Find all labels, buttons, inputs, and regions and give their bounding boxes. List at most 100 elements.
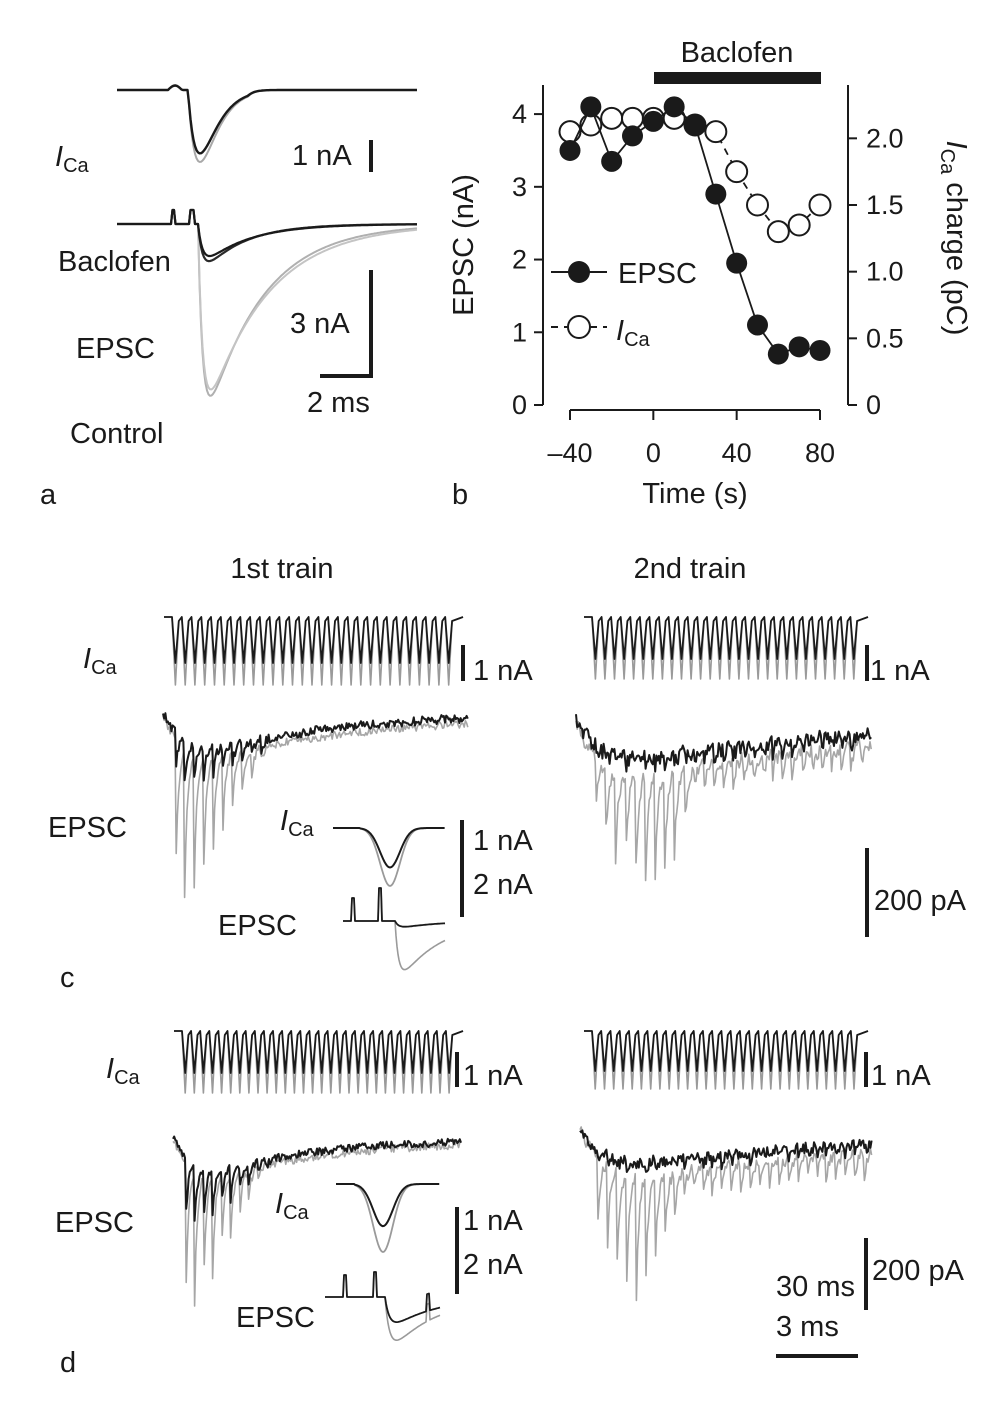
panel-c-letter: c [60, 962, 75, 994]
panel-a-epsc-label: EPSC [76, 333, 155, 365]
panel-d-inset-epsc-label: EPSC [236, 1302, 315, 1334]
panel-d-3ms-scale: 3 ms [776, 1311, 839, 1343]
epsc-point [663, 96, 685, 118]
ica-point [787, 213, 811, 237]
panel-d-pa-scale: 200 pA [872, 1255, 965, 1287]
ica-point [766, 220, 790, 244]
c-inset-epsc-control [343, 887, 446, 971]
panel-c: 1st train 2nd train ICa 1 nA 1 nA EPSC I… [48, 553, 967, 994]
epsc-point [580, 96, 602, 118]
panel-d-inset-scale-2: 2 nA [463, 1249, 523, 1281]
panel-d-letter: d [60, 1347, 76, 1379]
epsc-point [809, 339, 831, 361]
y-left-tick-label: 2 [512, 245, 527, 275]
panel-a-control-label: Control [70, 418, 164, 450]
panel-c-ica-scale-2: 1 nA [870, 655, 930, 687]
epsc-point [767, 343, 789, 365]
panel-b-letter: b [452, 479, 468, 511]
legend-ica-label: ICa [616, 315, 651, 351]
y-right-tick-label: 2.0 [866, 123, 904, 153]
train2-title: 2nd train [634, 553, 747, 585]
x-tick-label: 80 [805, 438, 835, 468]
panel-a-time-scale-label: 2 ms [307, 387, 370, 419]
epsc-point [747, 314, 768, 336]
baclofen-bar-label: Baclofen [681, 37, 794, 69]
x-tick-label: –40 [547, 438, 592, 468]
panel-c-inset-scale-1: 1 nA [473, 825, 533, 857]
c-ica-train1-baclofen [164, 616, 464, 664]
panel-a-baclofen-label: Baclofen [58, 246, 171, 278]
y-axis-left-label: EPSC (nA) [448, 174, 480, 316]
ica-baclofen-trace [117, 84, 417, 155]
c-epsc-train1-baclofen [162, 712, 469, 782]
y-left-tick-label: 1 [512, 317, 527, 347]
epsc-point [559, 139, 581, 161]
legend-epsc-marker [568, 261, 590, 283]
y-axis-right-label: ICa charge (pC) [936, 141, 972, 336]
panel-c-traces [162, 616, 872, 971]
epsc-point [601, 150, 623, 172]
ica-point [558, 120, 582, 144]
epsc-point [788, 336, 810, 358]
panel-d-inset-ica-label: ICa [275, 1188, 310, 1224]
panel-d-ica-scale-2: 1 nA [871, 1060, 931, 1092]
epsc-point [726, 252, 748, 274]
c-epsc-train2-baclofen [575, 714, 872, 773]
ica-point [746, 193, 769, 217]
d-inset-ica-control [336, 1183, 440, 1253]
x-axis-label: Time (s) [642, 478, 747, 510]
panel-d: ICa 1 nA 1 nA EPSC ICa EPSC 1 nA 2 nA 20… [55, 1030, 965, 1379]
panel-c-inset-epsc-label: EPSC [218, 910, 297, 942]
ica-point [704, 120, 728, 144]
x-tick-label: 40 [722, 438, 752, 468]
y-right-tick-label: 1.5 [866, 190, 904, 220]
panel-d-30ms-scale: 30 ms [776, 1271, 855, 1303]
d-inset-ica-baclofen [336, 1183, 440, 1228]
panel-d-ica-label: ICa [106, 1053, 141, 1089]
panel-c-epsc-scale-2: 200 pA [874, 885, 967, 917]
x-tick-label: 0 [646, 438, 661, 468]
y-left-tick-label: 4 [512, 99, 527, 129]
panel-c-inset-scale-2: 2 nA [473, 869, 533, 901]
legend-epsc-label: EPSC [618, 258, 697, 290]
panel-a: ICa 1 nA Baclofen EPSC Control 3 nA 2 ms… [40, 84, 418, 511]
d-epsc-train2-baclofen [579, 1129, 873, 1173]
c-inset-epsc-baclofen [343, 887, 446, 928]
panel-c-ica-label: ICa [83, 643, 118, 679]
epsc-point [622, 125, 643, 147]
d-epsc-train1-control [172, 1140, 462, 1307]
baclofen-bar [654, 72, 821, 84]
c-epsc-train1-control [162, 715, 469, 899]
panel-c-inset-ica-label: ICa [280, 805, 315, 841]
d-inset-epsc-control [325, 1271, 441, 1341]
panel-d-traces [172, 1030, 873, 1341]
c-inset-ica-baclofen [333, 827, 445, 869]
panel-a-l-scalebar [320, 270, 373, 378]
panel-d-epsc-label: EPSC [55, 1207, 134, 1239]
d-ica-train2-baclofen [584, 1030, 869, 1072]
panel-a-letter: a [40, 479, 57, 511]
ica-point [725, 160, 749, 184]
panel-c-ica-scale-1: 1 nA [473, 655, 533, 687]
panel-a-ica-scale-label: 1 nA [292, 140, 352, 172]
c-inset-ica-control [333, 827, 445, 887]
ica-point [808, 193, 832, 217]
epsc-point [684, 114, 706, 136]
c-ica-train2-baclofen [584, 616, 869, 660]
y-right-tick-label: 1.0 [866, 257, 904, 287]
epsc-point [705, 183, 727, 205]
legend-ica-marker [567, 315, 591, 339]
d-ica-train1-baclofen [174, 1030, 464, 1074]
epsc-baclofen-trace-2 [117, 208, 417, 258]
panel-a-ica-label: ICa [55, 141, 90, 177]
d-epsc-train2-control [579, 1126, 873, 1302]
y-left-tick-label: 3 [512, 172, 527, 202]
panel-d-ica-scale-1: 1 nA [463, 1060, 523, 1092]
panel-d-inset-scale-1: 1 nA [463, 1205, 523, 1237]
train1-title: 1st train [230, 553, 333, 585]
panel-c-epsc-label: EPSC [48, 812, 127, 844]
legend: EPSC ICa [551, 258, 697, 351]
c-epsc-train2-control [575, 720, 872, 882]
